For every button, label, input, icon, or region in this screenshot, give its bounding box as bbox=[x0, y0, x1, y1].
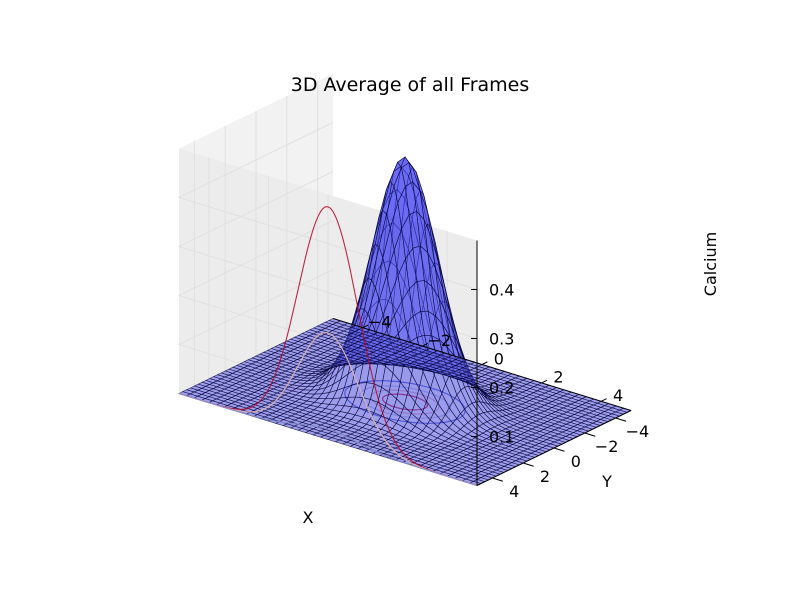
x-tick-mark bbox=[422, 343, 429, 347]
y-tick-mark bbox=[492, 477, 503, 482]
z-tick-label: 0.1 bbox=[489, 428, 514, 447]
x-tick-mark bbox=[481, 361, 488, 365]
z-tick-label: 0.2 bbox=[489, 379, 514, 398]
y-tick-label: 4 bbox=[509, 482, 519, 501]
x-tick-mark bbox=[541, 379, 548, 384]
y-tick-label: −4 bbox=[626, 422, 650, 441]
z-tick-label: 0.3 bbox=[489, 330, 514, 349]
wall-projection-curve bbox=[178, 392, 478, 487]
x-tick-label: 2 bbox=[553, 368, 563, 387]
x-tick-label: −4 bbox=[368, 312, 392, 331]
y-tick-mark bbox=[584, 432, 596, 437]
z-tick-label: 0.4 bbox=[489, 281, 514, 300]
y-axis-label: Y bbox=[601, 472, 612, 491]
x-tick-mark bbox=[600, 398, 607, 402]
y-tick-label: 0 bbox=[571, 452, 581, 471]
y-tick-label: 2 bbox=[540, 467, 550, 486]
y-tick-mark bbox=[615, 417, 627, 422]
y-tick-label: −2 bbox=[595, 437, 619, 456]
x-tick-label: 0 bbox=[494, 349, 504, 368]
z-axis-label: Calcium bbox=[701, 232, 720, 296]
x-tick-label: −2 bbox=[428, 331, 452, 350]
wall-projections bbox=[178, 206, 478, 487]
x-tick-label: 4 bbox=[613, 386, 623, 405]
y-tick-mark bbox=[523, 462, 534, 467]
surface-mesh bbox=[178, 156, 632, 486]
x-tick-mark bbox=[362, 324, 369, 329]
chart-title: 3D Average of all Frames bbox=[291, 74, 530, 96]
x-axis-label: X bbox=[303, 508, 314, 527]
y-tick-mark bbox=[553, 447, 565, 452]
